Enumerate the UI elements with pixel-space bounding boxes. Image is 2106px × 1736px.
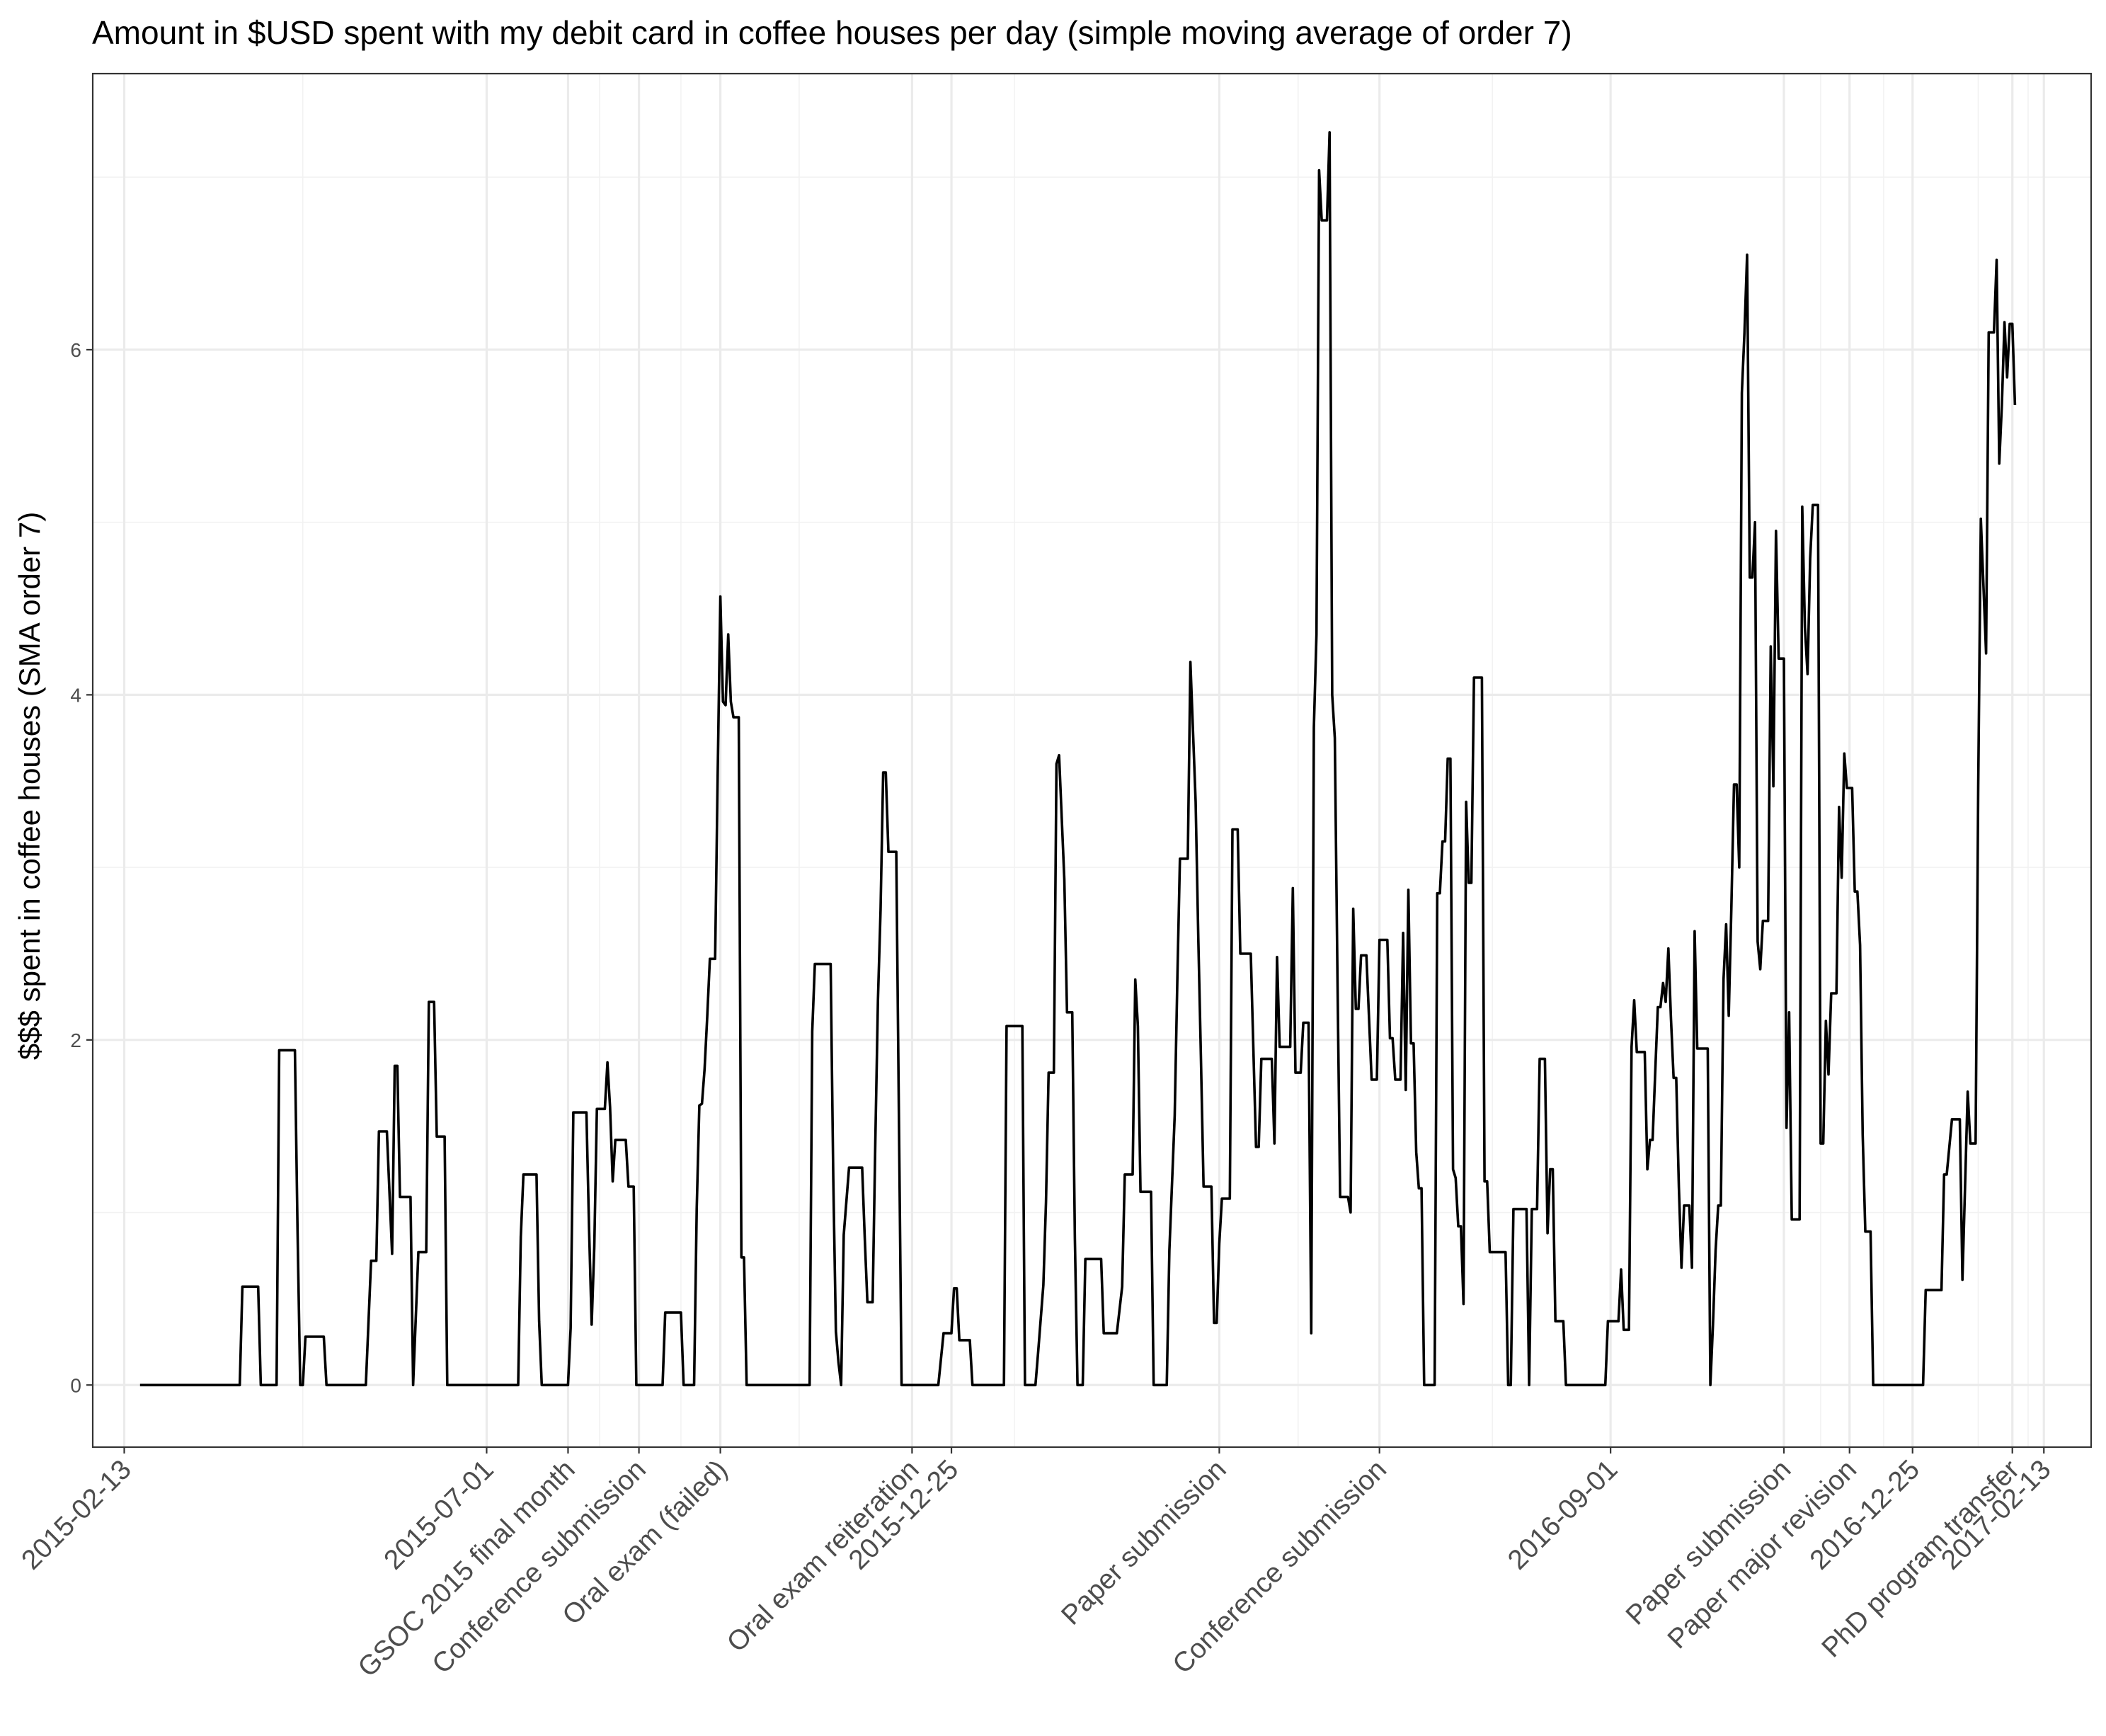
chart-title: Amount in $USD spent with my debit card …: [92, 14, 1572, 51]
major-grid-vertical: [122, 74, 2045, 1447]
y-axis: 0 2 4 6: [70, 339, 93, 1396]
y-tick-label: 2: [70, 1029, 81, 1051]
plot-panel-border: [91, 72, 2093, 1449]
y-tick-label: 0: [70, 1374, 81, 1396]
y-tick-label: 6: [70, 339, 81, 361]
series-layer: [139, 131, 2017, 1387]
y-tick-label: 4: [70, 684, 81, 706]
y-axis-label: $$$ spent in coffee houses (SMA order 7): [13, 512, 46, 1060]
major-grid-horizontal: [93, 348, 2091, 1386]
series-line-0: [139, 131, 2017, 1387]
